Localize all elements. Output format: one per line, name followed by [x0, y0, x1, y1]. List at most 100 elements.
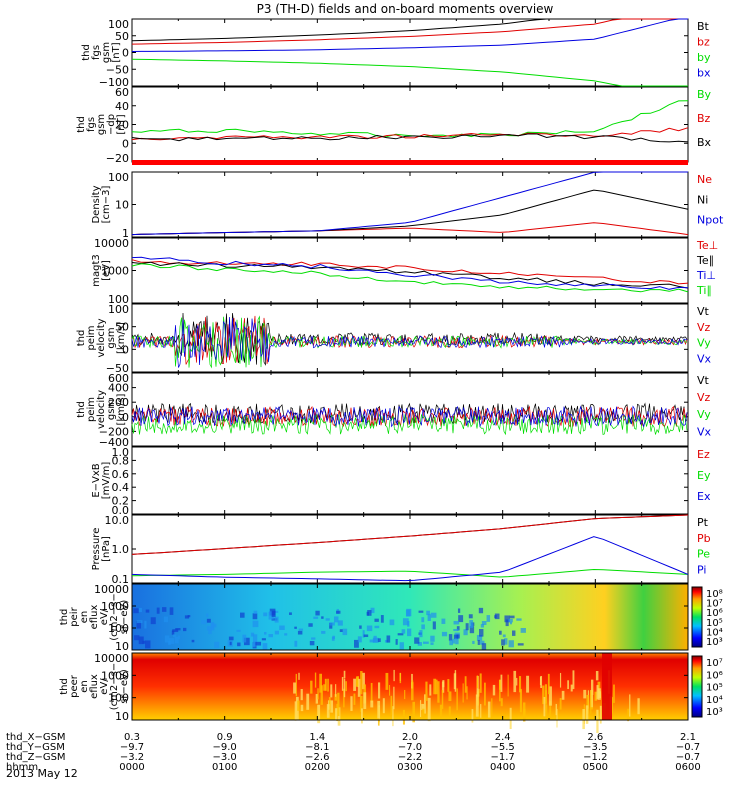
y-axis-label-line: [km/s]	[116, 322, 127, 354]
spectrogram-cell	[449, 640, 453, 646]
spectrogram-cell	[261, 638, 266, 641]
spectrogram-cell	[306, 693, 310, 710]
spectrogram-cell	[370, 607, 375, 614]
legend-Ni: Ni	[697, 193, 708, 206]
spectrogram-cell	[330, 684, 333, 698]
spectrogram-cell	[430, 612, 437, 618]
spectrogram-cell	[393, 686, 395, 710]
series-line	[131, 536, 689, 582]
spectrogram-cell	[172, 629, 179, 633]
series-line	[131, 18, 688, 42]
ephemeris-value: 0400	[490, 762, 515, 773]
spectrogram-cell	[448, 706, 451, 718]
spectrogram-cell	[136, 621, 142, 629]
spectrogram-cell	[492, 684, 496, 696]
y-axis-label-line: [nPa]	[101, 536, 112, 562]
spectrogram-cell	[502, 634, 506, 638]
y-axis-label-line: [km/s]	[116, 393, 127, 425]
spectrogram-cell	[595, 670, 599, 681]
spectrogram-cell	[237, 642, 241, 647]
spectrogram-cell	[345, 681, 347, 692]
spectrogram-cell	[477, 639, 480, 645]
y-axis-label-line: thd	[76, 330, 87, 347]
spectrogram-cell	[627, 708, 629, 722]
ephemeris-value: 1.4	[309, 732, 325, 743]
spectrogram-cell	[556, 708, 558, 728]
spectrogram-cell	[168, 640, 171, 645]
spectrogram-cell	[516, 618, 522, 621]
spectrogram-cell	[206, 618, 211, 623]
y-tick-label: 400	[108, 382, 129, 395]
spectrogram-cell	[439, 704, 443, 718]
spectrogram-cell	[517, 643, 524, 646]
spectrogram-cell	[366, 625, 373, 632]
spectrogram-cell	[462, 683, 464, 703]
spectrogram-cell	[476, 634, 483, 641]
legend-Vx: Vx	[697, 425, 712, 438]
spectrogram-cell	[169, 607, 174, 615]
velocity-trace	[131, 315, 688, 365]
series-line	[131, 133, 689, 143]
y-axis-label-line: velocity	[96, 390, 107, 429]
ephemeris-value: 0200	[305, 762, 330, 773]
y-tick-label: 100	[108, 293, 129, 306]
ephemeris-value: −3.0	[213, 752, 237, 763]
spectrogram-cell	[169, 638, 175, 644]
spectrogram-cell	[138, 636, 144, 645]
y-axis-label-line: fgs	[86, 117, 97, 132]
y-axis-label-line: en	[79, 680, 90, 693]
spectrogram-cell	[407, 628, 412, 637]
spectrogram-cell	[174, 637, 179, 644]
spectrogram-cell	[629, 694, 631, 717]
spectrogram-cell	[252, 634, 258, 642]
spectrogram-cell	[526, 675, 530, 693]
y-axis-label-line: eflux	[89, 674, 100, 699]
spectrogram-cell	[475, 694, 479, 717]
spectrogram-cell	[507, 674, 509, 697]
spectrogram-cell	[145, 609, 150, 613]
legend-Ne: Ne	[697, 173, 712, 186]
series-line	[131, 514, 689, 555]
spectrogram-cell	[326, 704, 330, 718]
spectrogram-cell	[426, 610, 430, 616]
spectrogram-cell	[602, 653, 612, 720]
colorbar-tick-label: 10⁶	[706, 670, 723, 681]
spectrogram-cell	[613, 684, 615, 703]
spectrogram-cell	[429, 684, 432, 696]
y-axis-label: thdfgsgsm−dp[nT]	[76, 114, 127, 135]
colorbar-tick-label: 10⁷	[706, 599, 723, 610]
spectrogram-cell	[597, 688, 601, 700]
ephemeris-value: −2.6	[305, 752, 329, 763]
spectrogram-cell	[317, 704, 321, 724]
spectrogram-cell	[425, 681, 428, 701]
spectrogram-cell	[412, 701, 415, 723]
spectrogram-cell	[399, 642, 404, 650]
spectrogram-cell	[423, 641, 429, 644]
y-tick-label: −50	[106, 63, 129, 76]
y-tick-label: 200	[108, 396, 129, 409]
spectrogram-cell	[458, 615, 464, 623]
spectrogram-cell	[484, 682, 486, 706]
series-line	[131, 514, 689, 555]
y-axis-label-line: thd	[76, 401, 87, 418]
y-tick-label: 20	[115, 119, 129, 132]
ion-spectrogram	[132, 584, 688, 650]
ephemeris-value: 0100	[212, 762, 237, 773]
spectrogram-cell	[242, 634, 247, 643]
ephemeris-row-label: thd_Y−GSM	[6, 742, 65, 753]
y-tick-label: 100	[108, 303, 129, 316]
spectrogram-cell	[583, 689, 587, 699]
y-tick-label: 10	[115, 640, 129, 653]
spectrogram-cell	[171, 630, 175, 635]
series-line	[131, 568, 689, 578]
spectrogram-cell	[184, 615, 190, 619]
y-tick-label: 0.6	[112, 468, 130, 481]
spectrogram-cell	[545, 690, 547, 713]
spectrogram-cell	[500, 674, 503, 692]
ephemeris-value: −1.7	[491, 752, 515, 763]
legend-Ti∥: Ti∥	[696, 284, 712, 297]
spectrogram-cell	[457, 608, 461, 613]
spectrogram-cell	[377, 638, 381, 643]
